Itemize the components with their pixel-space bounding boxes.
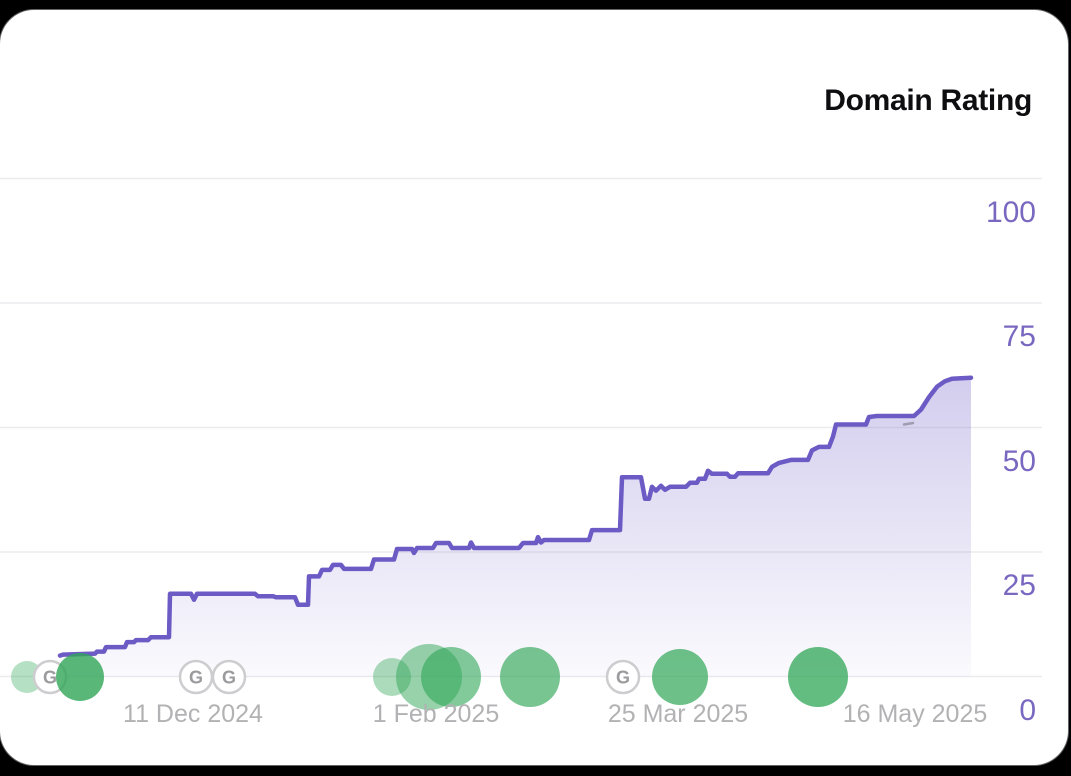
y-tick-label: 75 [1002,320,1036,353]
google-badge-letter: G [43,668,57,688]
event-marker-green[interactable] [652,649,708,705]
line-highlight-tick [902,421,915,426]
dr-area-fill [60,377,971,677]
google-badge-letter: G [222,668,236,688]
x-tick-label: 16 May 2025 [842,700,988,728]
x-tick-label: 1 Feb 2025 [372,700,500,728]
y-tick-label: 25 [1002,569,1036,602]
event-marker-green[interactable] [500,647,560,707]
x-tick-label: 25 Mar 2025 [607,700,749,728]
google-badge-letter: G [616,668,630,688]
google-badge-circle [605,659,641,695]
x-tick-label: 11 Dec 2024 [123,700,263,728]
event-marker-green[interactable] [56,653,104,701]
y-tick-label: 50 [1002,444,1036,478]
y-tick-label: 0 [1019,693,1036,727]
chart-title: Domain Rating [824,84,1032,117]
event-marker-green[interactable] [788,647,848,707]
google-badge-circle [211,659,247,695]
google-update-marker[interactable]: G [211,659,247,695]
event-marker-green[interactable] [421,647,481,707]
google-update-marker[interactable]: G [605,659,641,695]
google-badge-letter: G [189,668,203,688]
dr-line [57,375,974,658]
google-update-marker[interactable]: G [178,659,214,695]
y-tick-label: 100 [985,195,1036,229]
